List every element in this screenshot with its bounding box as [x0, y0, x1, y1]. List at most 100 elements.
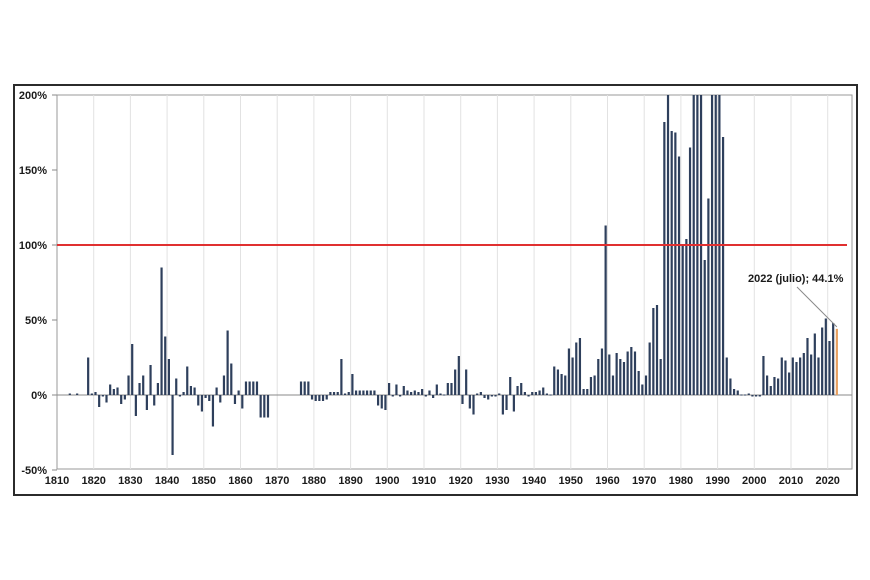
x-tick-label: 1890	[338, 475, 362, 487]
bar-1922	[468, 395, 471, 409]
bar-1980	[681, 245, 684, 395]
bar-1952	[578, 338, 582, 395]
bar-1849	[200, 395, 204, 412]
bar-1911	[428, 390, 431, 395]
bar-1843	[178, 395, 182, 397]
bar-2004	[769, 386, 772, 395]
bar-1958	[600, 348, 604, 395]
bar-1858	[233, 395, 237, 404]
bar-1951	[575, 342, 578, 395]
bar-1912	[432, 395, 435, 398]
bar-1915	[443, 394, 446, 396]
bar-1905	[406, 390, 409, 395]
bar-2008	[784, 360, 787, 395]
x-tick-label: 1970	[632, 475, 656, 487]
y-axis-ticks: 200% 150% 100% 50% 0% -50%	[19, 90, 57, 477]
plot-area	[56, 94, 853, 470]
x-tick-label: 1940	[522, 475, 546, 487]
bar-1991	[721, 137, 725, 395]
bar-1926	[483, 395, 486, 398]
bar-1997	[743, 394, 747, 396]
bar-1938	[527, 395, 530, 397]
bar-1866	[263, 395, 266, 418]
bar-1965	[626, 351, 629, 395]
bar-2013	[802, 353, 805, 395]
x-tick-label: 1990	[705, 475, 729, 487]
bar-1957	[597, 359, 600, 395]
bar-1888	[343, 393, 347, 395]
y-tick-label: 200%	[19, 90, 47, 102]
x-tick-label: 1820	[81, 475, 105, 487]
bar-1929	[494, 395, 497, 397]
bar-1930	[498, 393, 501, 395]
bar-1900	[388, 383, 391, 395]
bar-1813	[68, 393, 71, 395]
bar-1852	[211, 395, 215, 427]
x-tick-label: 1880	[302, 475, 326, 487]
bar-1904	[402, 386, 405, 395]
bar-1856	[226, 330, 229, 395]
bar-1924	[476, 393, 479, 395]
bar-1884	[329, 392, 332, 395]
x-tick-label: 1900	[375, 475, 399, 487]
bar-1966	[630, 347, 633, 395]
x-tick-label: 1950	[559, 475, 583, 487]
bar-1840	[167, 359, 170, 395]
bar-1995	[736, 390, 739, 395]
bar-1844	[182, 392, 185, 395]
bar-1934	[512, 395, 515, 412]
bar-1895	[369, 390, 372, 395]
bar-2005	[773, 377, 776, 395]
bar-1968	[637, 371, 640, 395]
bar-1982	[688, 147, 692, 395]
bar-1841	[171, 395, 174, 455]
bar-1940	[534, 392, 537, 395]
bar-2002	[762, 356, 765, 395]
bar-1890	[351, 374, 354, 395]
bar-1943	[545, 393, 549, 395]
bar-1927	[487, 395, 490, 400]
bar-1826	[116, 387, 119, 395]
bar-1854	[219, 395, 222, 403]
bar-1880	[314, 395, 317, 401]
bar-1998	[747, 393, 750, 395]
bar-1893	[362, 390, 365, 395]
bar-1891	[354, 390, 358, 395]
bar-1901	[391, 395, 394, 397]
annotation-2022: 2022 (julio); 44.1%	[748, 273, 844, 285]
bar-1916	[446, 383, 449, 395]
bar-1994	[732, 389, 736, 395]
bar-1925	[479, 392, 482, 395]
bar-1969	[641, 384, 644, 395]
bar-2019	[824, 318, 827, 395]
bar-1946	[556, 369, 560, 395]
bar-1825	[112, 389, 115, 395]
bar-1885	[332, 392, 336, 395]
bar-1842	[175, 378, 178, 395]
bar-1882	[321, 395, 325, 401]
bar-1839	[164, 336, 167, 395]
y-tick-label: 100%	[19, 240, 47, 252]
bar-1820	[94, 392, 97, 395]
bar-1877	[303, 381, 306, 395]
bar-2006	[777, 378, 780, 395]
bar-2017	[817, 357, 820, 395]
bar-1886	[336, 392, 339, 395]
bar-1861	[244, 381, 248, 395]
y-tick-label: -50%	[21, 465, 47, 477]
x-tick-label: 2010	[779, 475, 803, 487]
bar-1949	[567, 348, 571, 395]
x-tick-label: 1860	[228, 475, 252, 487]
bar-1879	[310, 395, 314, 400]
bar-1897	[376, 395, 380, 406]
x-tick-label: 1930	[485, 475, 509, 487]
bar-1919	[457, 356, 460, 395]
bar-1832	[138, 383, 141, 395]
bar-1937	[523, 392, 526, 395]
x-tick-label: 2020	[815, 475, 839, 487]
bar-1906	[410, 392, 413, 395]
bar-1829	[127, 375, 130, 395]
bar-1883	[325, 395, 328, 400]
bar-1824	[109, 384, 112, 395]
bar-1950	[571, 357, 574, 395]
